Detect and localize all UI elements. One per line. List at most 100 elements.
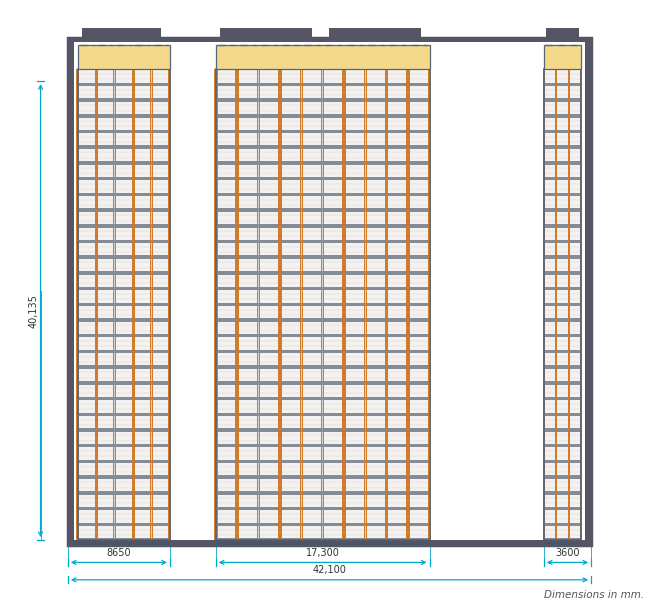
- Bar: [544, 397, 581, 401]
- Bar: [78, 381, 170, 385]
- Bar: [585, 38, 591, 545]
- Bar: [544, 538, 581, 541]
- Bar: [168, 68, 169, 540]
- Bar: [215, 318, 430, 322]
- Bar: [215, 460, 430, 463]
- Bar: [68, 38, 74, 545]
- Bar: [78, 192, 170, 196]
- Bar: [78, 224, 170, 227]
- Bar: [215, 271, 430, 275]
- Bar: [78, 45, 170, 68]
- Bar: [82, 28, 161, 38]
- Bar: [215, 129, 430, 133]
- Bar: [544, 68, 581, 540]
- Bar: [544, 99, 581, 102]
- Bar: [78, 538, 170, 541]
- Bar: [220, 28, 312, 38]
- Bar: [78, 287, 170, 290]
- Bar: [257, 68, 258, 540]
- Bar: [78, 460, 170, 463]
- Bar: [214, 68, 215, 540]
- Bar: [544, 318, 581, 322]
- Bar: [215, 114, 430, 117]
- Bar: [544, 45, 581, 68]
- Bar: [430, 68, 431, 540]
- Bar: [170, 68, 171, 540]
- Bar: [409, 68, 410, 540]
- Bar: [259, 68, 260, 540]
- Bar: [78, 68, 79, 540]
- Bar: [78, 271, 170, 275]
- Bar: [78, 240, 170, 243]
- Bar: [216, 68, 217, 540]
- Bar: [215, 507, 430, 511]
- Bar: [150, 68, 151, 540]
- Bar: [215, 99, 430, 102]
- Bar: [544, 68, 581, 540]
- Bar: [342, 68, 344, 540]
- Bar: [78, 161, 170, 165]
- Bar: [215, 192, 430, 196]
- Bar: [215, 208, 430, 212]
- Bar: [544, 350, 581, 353]
- Bar: [78, 67, 170, 70]
- Bar: [78, 208, 170, 212]
- Bar: [68, 38, 591, 545]
- Bar: [302, 68, 303, 540]
- Bar: [569, 68, 570, 540]
- Bar: [544, 334, 581, 338]
- Bar: [364, 68, 365, 540]
- Bar: [544, 302, 581, 306]
- Bar: [78, 523, 170, 526]
- Bar: [387, 68, 389, 540]
- Bar: [544, 444, 581, 448]
- Bar: [544, 523, 581, 526]
- Bar: [581, 68, 582, 540]
- Bar: [215, 428, 430, 432]
- Bar: [385, 68, 387, 540]
- Bar: [215, 67, 430, 70]
- Bar: [544, 114, 581, 117]
- Bar: [95, 68, 96, 540]
- Bar: [78, 491, 170, 495]
- Bar: [215, 350, 430, 353]
- Text: Dimensions in mm.: Dimensions in mm.: [544, 590, 645, 600]
- Bar: [544, 271, 581, 275]
- Bar: [78, 397, 170, 401]
- Bar: [546, 28, 579, 38]
- Bar: [544, 476, 581, 479]
- Bar: [215, 334, 430, 338]
- Bar: [78, 145, 170, 149]
- Bar: [78, 413, 170, 416]
- Bar: [544, 287, 581, 290]
- Bar: [544, 428, 581, 432]
- Bar: [544, 413, 581, 416]
- Bar: [78, 444, 170, 448]
- Bar: [133, 68, 134, 540]
- Bar: [215, 68, 430, 540]
- Bar: [544, 129, 581, 133]
- Bar: [544, 240, 581, 243]
- Bar: [78, 255, 170, 259]
- Text: 8650: 8650: [107, 548, 131, 558]
- Bar: [237, 68, 239, 540]
- Bar: [567, 68, 569, 540]
- Bar: [215, 381, 430, 385]
- Bar: [78, 302, 170, 306]
- Bar: [215, 444, 430, 448]
- Bar: [215, 542, 430, 545]
- Bar: [544, 68, 545, 540]
- Bar: [407, 68, 408, 540]
- Bar: [78, 507, 170, 511]
- Bar: [215, 240, 430, 243]
- Bar: [235, 68, 237, 540]
- Bar: [215, 476, 430, 479]
- Bar: [215, 45, 430, 68]
- Bar: [321, 68, 322, 540]
- Bar: [68, 540, 591, 545]
- Bar: [544, 542, 581, 545]
- Bar: [544, 460, 581, 463]
- Bar: [132, 68, 133, 540]
- Bar: [323, 68, 324, 540]
- Bar: [544, 83, 581, 86]
